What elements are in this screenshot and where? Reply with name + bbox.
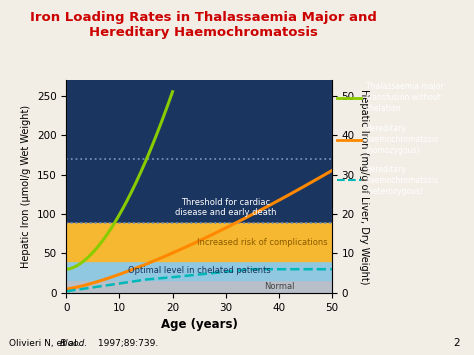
Text: Optimal level in chelated patients: Optimal level in chelated patients (128, 266, 271, 275)
Text: Blood.: Blood. (59, 339, 88, 348)
Text: Hereditary
haemochromatosis
(homozygous): Hereditary haemochromatosis (homozygous) (365, 124, 439, 155)
Text: Increased risk of complications: Increased risk of complications (198, 238, 328, 247)
Bar (66, 280, 332, 293)
Text: Hereditary
haemochromatosis
(heterozygous): Hereditary haemochromatosis (heterozygou… (365, 164, 439, 196)
Bar (66, 223, 332, 261)
Text: Normal: Normal (264, 282, 295, 291)
Text: 2: 2 (453, 338, 460, 348)
X-axis label: Age (years): Age (years) (161, 318, 237, 331)
Text: Iron Loading Rates in Thalassaemia Major and
Hereditary Haemochromatosis: Iron Loading Rates in Thalassaemia Major… (30, 11, 377, 39)
Text: Threshold for cardiac
disease and early death: Threshold for cardiac disease and early … (175, 198, 276, 217)
Y-axis label: Hepatic Iron (mg/g of Liver, Dry Weight): Hepatic Iron (mg/g of Liver, Dry Weight) (358, 89, 369, 284)
Text: Thalassaemia major:
transfusion without
chelation: Thalassaemia major: transfusion without … (365, 82, 446, 114)
Text: 1997;89:739.: 1997;89:739. (95, 339, 158, 348)
Y-axis label: Hepatic Iron (μmol/g Wet Weight): Hepatic Iron (μmol/g Wet Weight) (21, 105, 31, 268)
Bar (66, 261, 332, 280)
Text: Olivieri N, et al.: Olivieri N, et al. (9, 339, 83, 348)
